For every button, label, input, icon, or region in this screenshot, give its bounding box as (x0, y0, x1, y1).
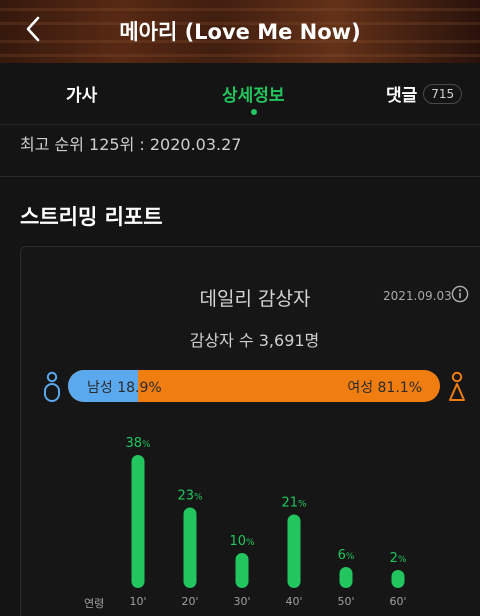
age-tick-label: 40' (285, 595, 302, 608)
female-share-label: 여성 81.1% (347, 380, 422, 396)
tab-detail-label: 상세정보 (222, 86, 285, 106)
age-axis-label: 연령 (84, 597, 105, 610)
age-tick-label: 20' (181, 595, 198, 608)
listener-count: 감상자 수 3,691명 (189, 331, 320, 350)
divider (0, 176, 480, 177)
info-button[interactable] (451, 285, 469, 303)
daily-listeners-card (20, 246, 480, 616)
age-bar-1 (183, 507, 197, 588)
age-bar-value-label: 2% (390, 551, 407, 566)
tab-comments-label: 댓글 (386, 86, 418, 106)
gender-ratio-bar: 남성 18.9% 여성 81.1% (68, 370, 440, 402)
tab-lyrics[interactable]: 가사 (66, 81, 97, 106)
album-art-header: 메아리 (Love Me Now) (0, 0, 480, 63)
song-title: 메아리 (Love Me Now) (119, 20, 361, 44)
peak-rank-text: 최고 순위 125위 : 2020.03.27 (20, 135, 242, 154)
tab-detail[interactable]: 상세정보 (222, 81, 285, 115)
age-bar-value-label: 38% (125, 436, 151, 451)
age-bar-2 (235, 553, 249, 588)
age-bar-value-label: 23% (177, 489, 203, 504)
daily-listeners-title: 데일리 감상자 (199, 288, 311, 310)
male-share-label: 남성 18.9% (87, 380, 162, 396)
age-bar-chart: 38% 10' 23% 20' 10% 30' 21% 40' 6% 50' 2% 60' (125, 436, 407, 608)
age-tick-label: 60' (389, 595, 406, 608)
active-tab-indicator (251, 109, 257, 115)
back-chevron-icon (26, 16, 40, 42)
report-date: 2021.09.03 (383, 289, 452, 303)
female-icon (449, 371, 465, 401)
age-bar-value-label: 10% (229, 534, 255, 549)
age-bar-value-label: 6% (338, 548, 355, 563)
streaming-report-title: 스트리밍 리포트 (20, 205, 163, 229)
back-button[interactable] (18, 14, 48, 44)
age-tick-label: 50' (337, 595, 354, 608)
male-share-fill (68, 370, 139, 402)
tab-comments[interactable]: 댓글 715 (386, 81, 463, 106)
info-icon (451, 285, 469, 303)
age-tick-label: 30' (233, 595, 250, 608)
age-bar-0 (131, 455, 145, 588)
age-bar-value-label: 21% (281, 496, 307, 511)
age-bar-5 (391, 570, 405, 588)
male-icon (44, 371, 60, 402)
tab-lyrics-label: 가사 (66, 86, 98, 106)
age-bar-3 (287, 514, 301, 588)
age-bar-4 (339, 567, 353, 588)
age-tick-label: 10' (129, 595, 146, 608)
comments-count-badge: 715 (423, 83, 463, 104)
tab-bar: 가사 상세정보 댓글 715 (0, 63, 480, 125)
